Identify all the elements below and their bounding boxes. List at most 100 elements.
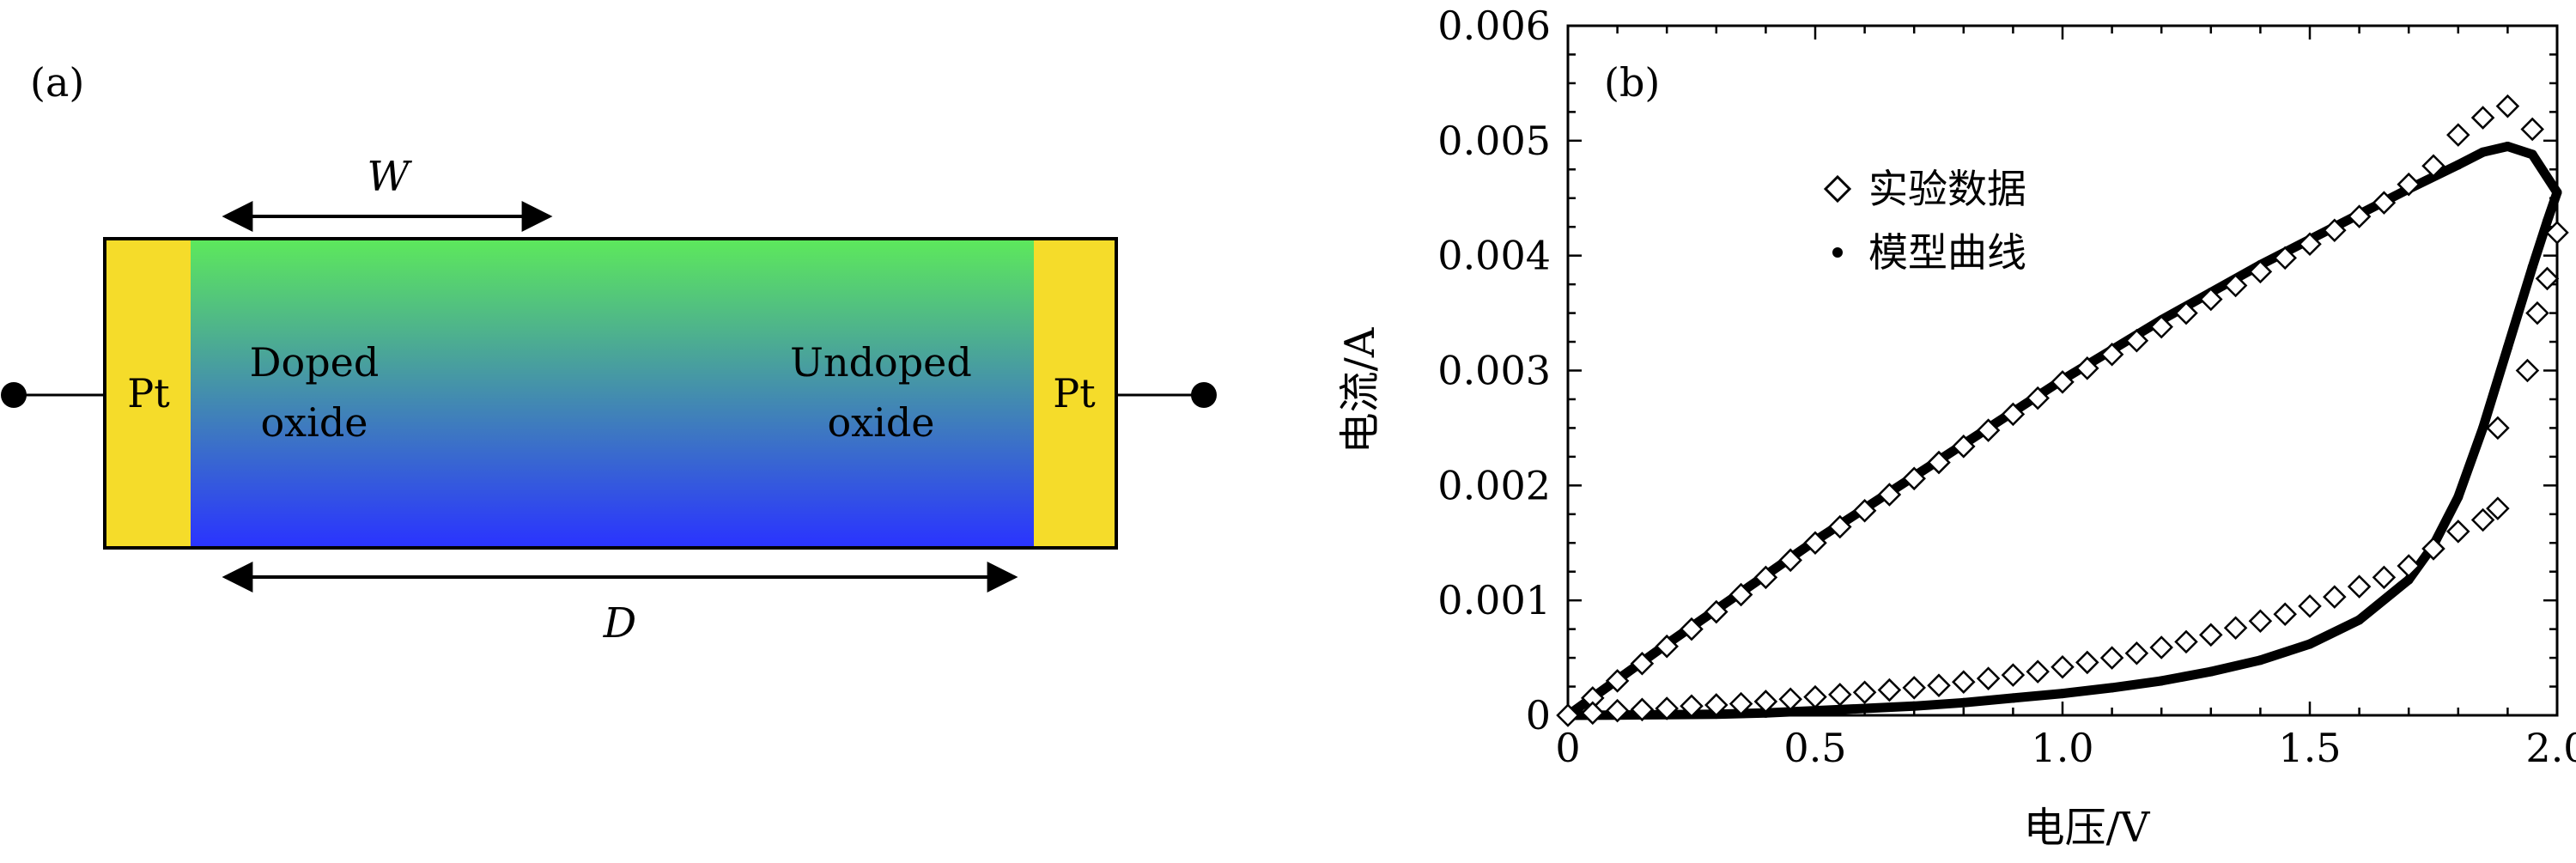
- experimental-point: [1902, 676, 1926, 700]
- experimental-point: [1630, 697, 1655, 722]
- experimental-point: [2075, 356, 2099, 380]
- model-point: [2478, 147, 2488, 157]
- y-tick-label: 0.005: [1437, 118, 1551, 164]
- experimental-point: [2545, 221, 2569, 245]
- panel-a: (a) W Pt Pt Doped oxide Undoped oxide D: [1, 59, 1217, 647]
- y-tick-label: 0: [1526, 692, 1551, 738]
- experimental-point: [2486, 496, 2510, 520]
- right-terminal: [1191, 382, 1217, 408]
- model-point: [2542, 216, 2552, 227]
- y-tick-label: 0.006: [1437, 3, 1551, 49]
- x-tick-label: 0.5: [1783, 725, 1846, 771]
- y-axis-label: 电流/A: [1336, 326, 1384, 453]
- model-point: [2107, 683, 2117, 693]
- length-label: D: [603, 599, 636, 647]
- experimental-point: [1556, 703, 1580, 727]
- experimental-point: [2223, 273, 2248, 298]
- doped-label-line1: Doped: [250, 339, 380, 386]
- left-electrode-label: Pt: [127, 370, 170, 416]
- experimental-point: [2099, 646, 2124, 670]
- experimental-point: [1605, 669, 1630, 693]
- experimental-point: [2026, 386, 2050, 410]
- right-electrode: [1034, 240, 1115, 546]
- model-point: [1860, 703, 1870, 714]
- experimental-point: [2075, 650, 2099, 675]
- width-label: W: [367, 153, 412, 201]
- legend: 实验数据 模型曲线: [1823, 166, 2026, 276]
- experimental-point: [2323, 585, 2347, 609]
- experimental-point: [2001, 402, 2026, 427]
- legend-experimental-label: 实验数据: [1868, 166, 2026, 212]
- experimental-point: [2298, 594, 2322, 618]
- experimental-point: [1976, 666, 2001, 690]
- experimental-point: [1852, 680, 1877, 705]
- experimental-point: [1778, 548, 1802, 573]
- experimental-point: [2421, 154, 2445, 179]
- experimental-point: [2535, 266, 2560, 291]
- experimental-point: [2470, 507, 2495, 532]
- model-point: [2206, 666, 2216, 677]
- experimental-point: [1655, 696, 1679, 720]
- experimental-point: [2199, 287, 2223, 312]
- experimental-point: [1828, 683, 1852, 707]
- experimental-point: [1680, 617, 1704, 641]
- model-point: [2403, 574, 2414, 585]
- experimental-point: [2446, 520, 2470, 544]
- experimental-point: [2273, 602, 2297, 626]
- panel-a-label: (a): [30, 59, 84, 106]
- y-tick-label: 0.002: [1437, 462, 1551, 508]
- experimental-point: [2174, 629, 2198, 654]
- left-electrode: [106, 240, 191, 546]
- experimental-point: [2273, 246, 2297, 270]
- experimental-point: [2515, 358, 2540, 383]
- experimental-point: [2223, 616, 2248, 641]
- experimental-point: [2149, 314, 2173, 339]
- left-terminal: [1, 382, 27, 408]
- experimental-point: [1655, 634, 1679, 659]
- experimental-point: [1803, 684, 1827, 709]
- model-point: [2255, 655, 2265, 665]
- experimental-point: [1704, 599, 1728, 624]
- x-tick-label: 2.0: [2525, 725, 2576, 771]
- experimental-point: [1778, 687, 1802, 712]
- plot-area: 0 0.5 1.0 1.5 2.0 0 0.001 0.002 0.003 0.004 0.005 0…: [1437, 3, 2576, 771]
- model-point: [2527, 262, 2537, 272]
- model-point: [2453, 492, 2464, 502]
- experimental-point: [1704, 693, 1728, 717]
- experimental-point: [2199, 623, 2223, 647]
- experimental-point: [1605, 698, 1630, 723]
- experimental-point: [2347, 574, 2372, 599]
- panel-b: 0 0.5 1.0 1.5 2.0 0 0.001 0.002 0.003 0.004 0.005 0…: [1336, 3, 2576, 852]
- experimental-point: [2495, 94, 2520, 119]
- legend-diamond-marker: [1823, 174, 1852, 204]
- x-tick-label: 1.0: [2031, 725, 2093, 771]
- experimental-point: [2397, 554, 2421, 578]
- experimental-point: [2372, 191, 2397, 215]
- y-tick-label: 0.001: [1437, 577, 1551, 623]
- experimental-point: [1581, 701, 1605, 726]
- model-point: [2008, 693, 2018, 703]
- model-curve: [1563, 142, 2562, 720]
- model-point: [2057, 689, 2068, 699]
- experimental-point: [2050, 370, 2075, 394]
- experimental-point: [2323, 218, 2347, 242]
- experimental-point: [2486, 416, 2510, 441]
- experimental-point: [1803, 531, 1827, 556]
- y-tick-label: 0.003: [1437, 348, 1551, 394]
- experimental-point: [1976, 418, 2001, 442]
- experimental-point: [1952, 670, 1976, 694]
- experimental-point: [2347, 204, 2372, 228]
- experimental-point: [2520, 117, 2544, 142]
- experimental-point: [1877, 678, 1902, 702]
- x-tick-label: 0: [1555, 725, 1580, 771]
- experimental-point: [1952, 435, 1976, 459]
- oxide-region: [191, 240, 1034, 546]
- experimental-point: [1728, 582, 1753, 607]
- experimental-point: [2149, 635, 2173, 659]
- experimental-point: [1828, 514, 1852, 539]
- experimental-point: [2174, 301, 2198, 325]
- model-point: [1909, 701, 1919, 711]
- experimental-point: [1630, 652, 1655, 676]
- model-point: [1810, 706, 1820, 716]
